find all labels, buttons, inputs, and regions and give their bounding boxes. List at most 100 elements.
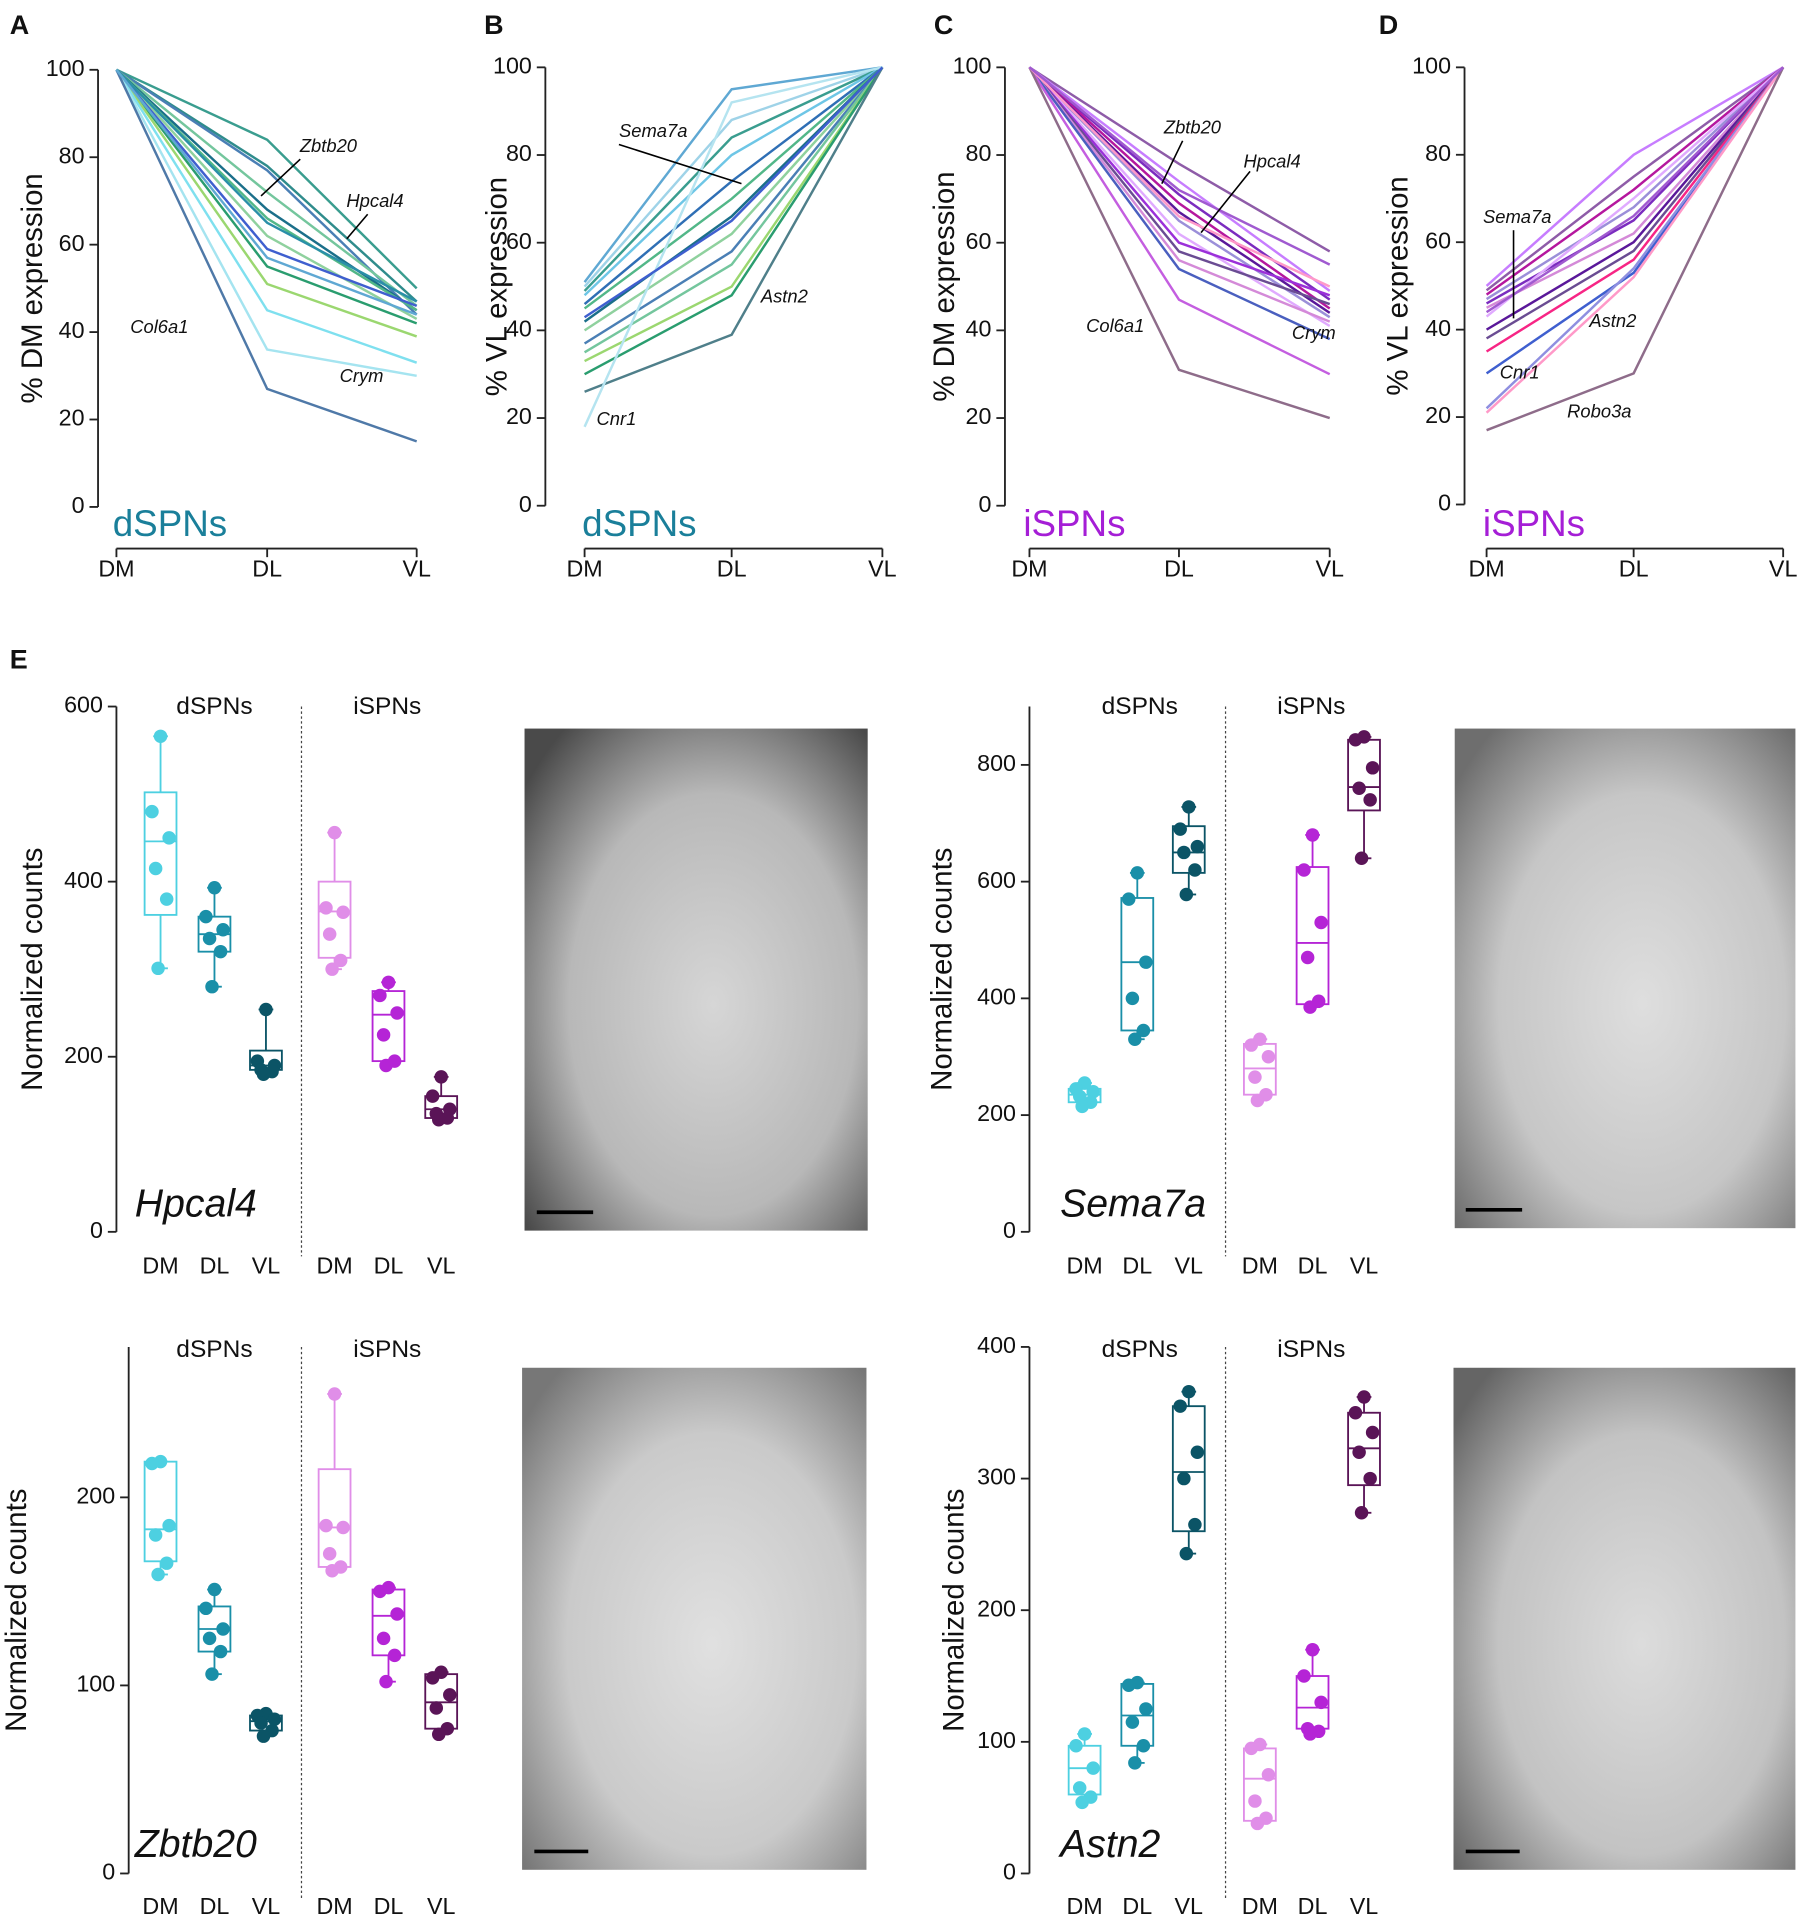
data-point [1173, 1399, 1187, 1413]
series-line [115, 69, 418, 364]
data-point [1136, 1023, 1151, 1038]
data-point [1363, 1471, 1377, 1486]
y-axis-label: % VL expression [1381, 176, 1414, 395]
y-axis-label: Normalized counts [16, 848, 49, 1091]
y-tick-label: 20 [506, 403, 532, 429]
data-point [1182, 1384, 1196, 1399]
annotation: Cnr1 [1500, 361, 1540, 382]
data-point [336, 905, 350, 920]
y-axis-label: Normalized counts [0, 1489, 33, 1732]
series-line [115, 68, 418, 321]
y-tick-label: 600 [977, 867, 1016, 893]
x-tick-label: DL [1298, 1893, 1328, 1919]
data-point [1354, 851, 1369, 866]
group-label: iSPNs [1277, 693, 1345, 720]
data-point [336, 1520, 350, 1535]
x-tick-label: DM [142, 1252, 178, 1278]
data-point [1179, 887, 1194, 902]
data-point [1357, 1390, 1371, 1404]
series-line [1485, 66, 1785, 414]
series-line [583, 66, 883, 283]
x-tick-label: DM [98, 556, 134, 582]
box [143, 1460, 178, 1563]
y-axis-label: Normalized counts [925, 848, 958, 1091]
y-tick-label: 60 [59, 230, 85, 256]
data-point [207, 881, 222, 895]
series-line [1485, 66, 1785, 331]
y-tick-label: 40 [1425, 315, 1451, 341]
data-point [267, 1712, 282, 1727]
series-line [1486, 66, 1785, 432]
series-line [1485, 66, 1784, 292]
annotation: Col6a1 [1086, 315, 1144, 336]
data-point [1130, 866, 1145, 880]
data-point [213, 1644, 228, 1659]
data-point [376, 1028, 391, 1042]
data-point [202, 931, 217, 946]
annotation: Astn2 [760, 285, 808, 306]
data-point [256, 1067, 271, 1081]
series-line [115, 68, 418, 312]
y-tick-label: 600 [64, 692, 103, 718]
data-point [1352, 1445, 1366, 1459]
y-tick-label: 200 [977, 1595, 1016, 1621]
annotation: Hpcal4 [346, 190, 403, 211]
series-line [115, 69, 418, 338]
y-axis-label: % VL expression [481, 177, 514, 396]
annotation: Crym [340, 365, 384, 386]
annotation: Astn2 [1588, 310, 1636, 331]
y-tick-label: 0 [1438, 490, 1451, 516]
series-line [1028, 66, 1331, 253]
y-tick-label: 200 [64, 1042, 103, 1068]
data-point [1121, 892, 1136, 906]
gene-label: Zbtb20 [134, 1823, 257, 1866]
data-point [1305, 1642, 1320, 1657]
annotation: Zbtb20 [1163, 116, 1222, 137]
panel-label: B [484, 10, 503, 40]
data-point [1261, 1768, 1276, 1782]
y-tick-label: 200 [977, 1100, 1016, 1126]
y-tick-label: 100 [493, 52, 532, 78]
micrograph [1453, 1367, 1796, 1870]
series-line [1028, 66, 1331, 306]
x-tick-label: DM [1067, 1252, 1103, 1278]
y-tick-label: 80 [966, 140, 992, 166]
data-point [1188, 1517, 1202, 1532]
y-tick-label: 0 [102, 1859, 115, 1885]
data-point [1261, 1050, 1276, 1064]
series-line [1485, 66, 1785, 410]
data-point [199, 1601, 213, 1616]
data-point [1179, 1546, 1194, 1561]
data-point [207, 1582, 222, 1597]
data-point [1297, 1669, 1311, 1683]
data-point [373, 1584, 387, 1599]
data-point [153, 729, 168, 744]
series-line [1485, 66, 1785, 340]
panel-label: D [1379, 10, 1398, 40]
x-tick-label: DL [200, 1893, 230, 1919]
data-point [216, 923, 230, 937]
annotation: Zbtb20 [299, 135, 358, 156]
x-tick-label: VL [1350, 1252, 1379, 1278]
series-line [583, 66, 884, 319]
data-point [1128, 1032, 1142, 1046]
data-point [1348, 1406, 1363, 1420]
series-line [115, 69, 418, 325]
x-tick-label: DM [316, 1252, 352, 1278]
x-tick-label: VL [252, 1893, 281, 1919]
group-label: iSPNs [353, 1336, 421, 1363]
data-point [1250, 1816, 1265, 1831]
group-label: iSPNs [353, 693, 421, 720]
data-point [1125, 1715, 1140, 1729]
series-line [584, 66, 884, 376]
y-tick-label: 100 [977, 1727, 1016, 1753]
data-point [1136, 1739, 1151, 1753]
data-point [376, 1631, 391, 1646]
micrograph [1454, 728, 1796, 1229]
y-tick-label: 60 [1425, 227, 1451, 253]
data-point [1244, 1741, 1259, 1756]
x-tick-label: VL [1769, 556, 1798, 582]
y-tick-label: 400 [977, 1332, 1016, 1358]
series-line [1485, 66, 1784, 296]
data-point [1121, 1678, 1136, 1692]
